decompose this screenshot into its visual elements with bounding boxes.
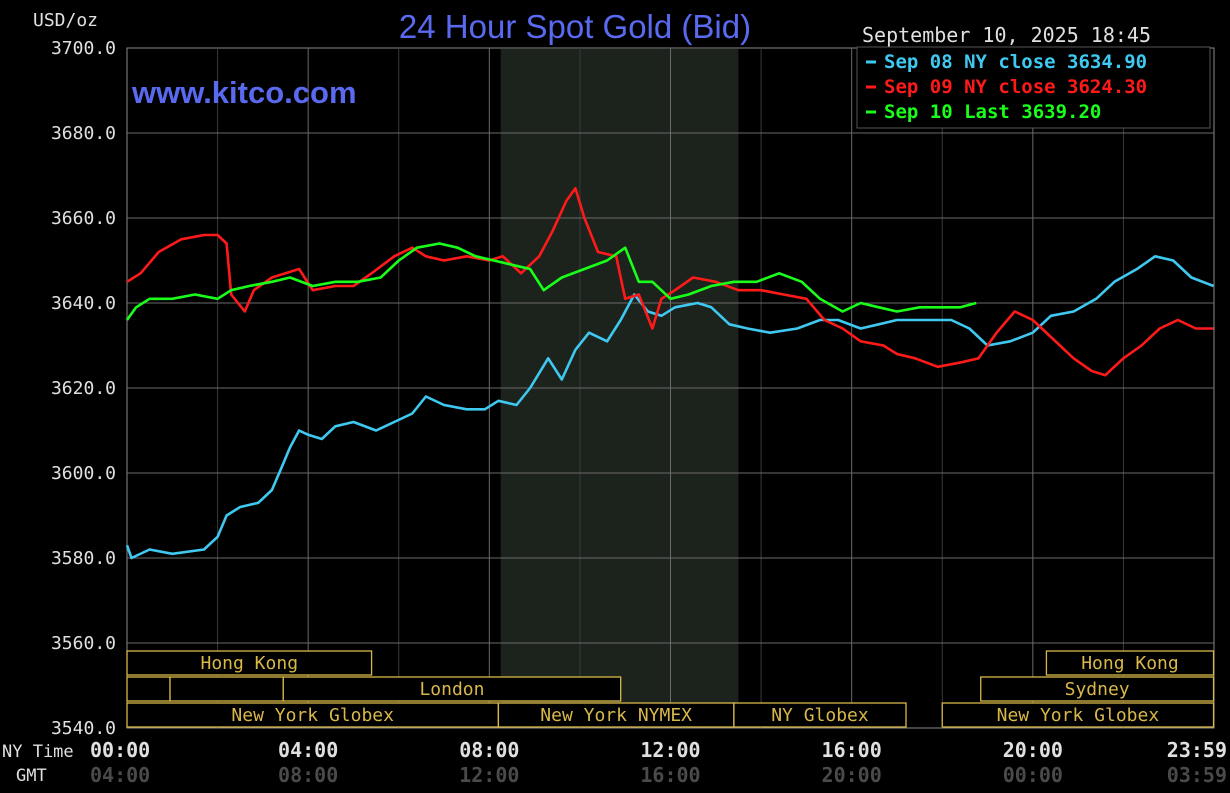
session-box — [941, 702, 1215, 728]
session-bar: Hong Kong — [1045, 650, 1215, 676]
x-tick-ny: 08:00 — [459, 738, 519, 762]
session-box — [282, 676, 622, 702]
x-tick-ny: 16:00 — [822, 738, 882, 762]
session-label: Hong Kong — [1081, 653, 1179, 674]
session-label: New York NYMEX — [540, 705, 692, 726]
y-tick-label: 3680.0 — [51, 123, 116, 144]
session-box — [1045, 650, 1215, 676]
chart-title: 24 Hour Spot Gold (Bid) — [399, 8, 751, 45]
series-lines — [125, 187, 1214, 560]
session-label: New York Globex — [997, 705, 1160, 726]
timestamp: September 10, 2025 18:45 — [862, 23, 1151, 47]
session-label: NY Globex — [771, 705, 869, 726]
session-box — [980, 676, 1215, 702]
legend-label: Sep 08 NY close 3634.90 — [884, 51, 1147, 73]
x-row-label-gmt: GMT — [16, 766, 47, 786]
y-tick-label: 3600.0 — [51, 463, 116, 484]
market-sessions: Hong Kong London New York Globex New York N… — [126, 650, 1215, 728]
x-tick-ny: 12:00 — [640, 738, 700, 762]
legend-label: Sep 10 Last 3639.20 — [884, 101, 1101, 123]
y-axis-unit: USD/oz — [33, 10, 98, 31]
x-tick-gmt: 03:59 — [1167, 763, 1227, 787]
x-tick-ny: 20:00 — [1003, 738, 1063, 762]
session-bar: Sydney — [980, 676, 1215, 702]
y-tick-label: 3620.0 — [51, 378, 116, 399]
session-box — [126, 650, 373, 676]
session-label: Sydney — [1065, 679, 1130, 700]
session-bar: NY Globex — [733, 702, 907, 728]
session-box — [126, 676, 171, 702]
session-box — [169, 676, 284, 702]
y-axis-ticks: 3700.0 3680.0 3660.0 3640.0 3620.0 3600.0 3580… — [51, 38, 116, 739]
y-tick-label: 3560.0 — [51, 633, 116, 654]
x-tick-gmt: 08:00 — [278, 763, 338, 787]
session-box — [733, 702, 907, 728]
session-bar: London — [282, 676, 622, 702]
legend: September 10, 2025 18:45 Sep 08 NY close… — [856, 22, 1211, 129]
session-box — [497, 702, 735, 728]
y-tick-label: 3640.0 — [51, 293, 116, 314]
x-row-label-ny: NY Time — [2, 742, 74, 762]
x-tick-gmt: 16:00 — [640, 763, 700, 787]
watermark: www.kitco.com — [131, 75, 357, 110]
session-bar — [169, 676, 284, 702]
series-line-0 — [125, 255, 1214, 560]
x-tick-gmt: 04:00 — [90, 763, 150, 787]
series-line-1 — [126, 187, 1214, 377]
series-line-2 — [125, 242, 977, 321]
x-tick-ny: 23:59 — [1167, 738, 1227, 762]
session-bar — [126, 676, 171, 702]
session-label: Hong Kong — [201, 653, 299, 674]
x-tick-ny: 04:00 — [278, 738, 338, 762]
y-tick-label: 3580.0 — [51, 548, 116, 569]
x-tick-gmt: 20:00 — [822, 763, 882, 787]
session-label: London — [419, 679, 484, 700]
y-tick-label: 3660.0 — [51, 208, 116, 229]
session-bar: New York Globex — [126, 702, 500, 728]
x-tick-ny: 00:00 — [90, 738, 150, 762]
y-tick-label: 3700.0 — [51, 38, 116, 59]
x-tick-gmt: 00:00 — [1003, 763, 1063, 787]
session-bar: New York Globex — [941, 702, 1215, 728]
grid — [127, 48, 1214, 728]
y-tick-label: 3540.0 — [51, 718, 116, 739]
session-bar: New York NYMEX — [497, 702, 735, 728]
session-bar: Hong Kong — [126, 650, 373, 676]
x-tick-gmt: 12:00 — [459, 763, 519, 787]
legend-label: Sep 09 NY close 3624.30 — [884, 76, 1147, 98]
session-label: New York Globex — [231, 705, 394, 726]
session-box — [126, 702, 500, 728]
